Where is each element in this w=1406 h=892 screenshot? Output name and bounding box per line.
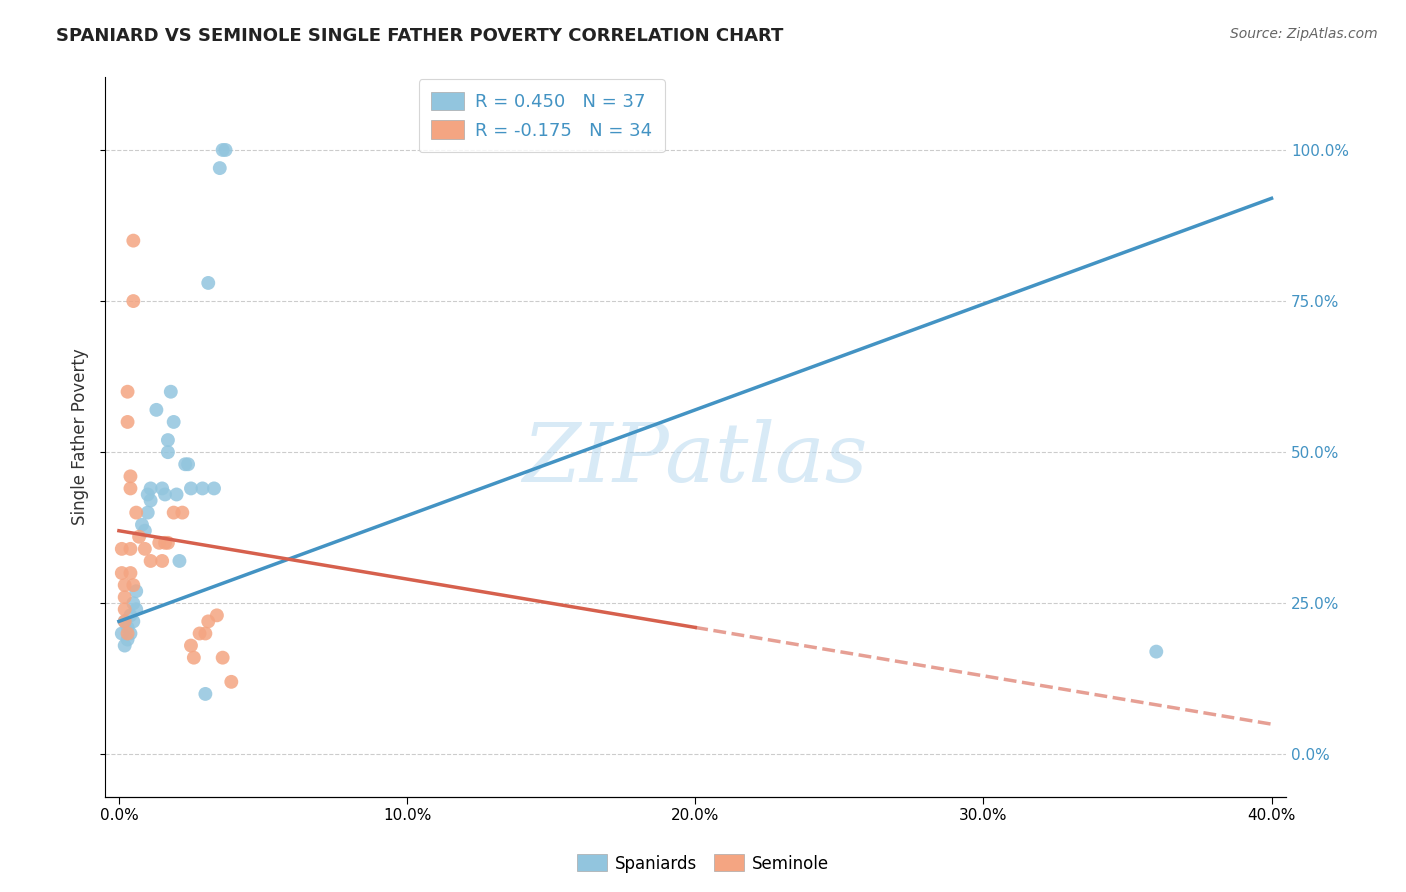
Point [122,578,145,592]
Point [156,536,179,550]
Point [153,487,176,501]
Point [156,433,179,447]
Point [211,143,233,157]
Point [183,650,205,665]
Point [114,615,136,629]
Point [180,639,202,653]
Point [156,445,179,459]
Point [139,482,162,496]
Point [136,487,159,501]
Point [139,493,162,508]
Point [114,639,136,653]
Point [122,615,145,629]
Point [111,541,134,556]
Point [120,566,142,580]
Point [114,615,136,629]
Point [117,632,139,647]
Point [128,530,150,544]
Point [221,674,243,689]
Point [122,596,145,610]
Point [194,626,217,640]
Point [180,482,202,496]
Point [150,482,173,496]
Point [114,602,136,616]
Point [134,524,156,538]
Point [197,615,219,629]
Point [208,161,231,175]
Y-axis label: Single Father Poverty: Single Father Poverty [72,349,89,525]
Point [159,384,181,399]
Legend: R = 0.450   N = 37, R = -0.175   N = 34: R = 0.450 N = 37, R = -0.175 N = 34 [419,79,665,153]
Point [148,536,170,550]
Point [163,506,186,520]
Point [117,626,139,640]
Point [166,487,188,501]
Point [125,584,148,599]
Point [177,457,200,471]
Point [125,506,148,520]
Point [163,415,186,429]
Point [169,554,191,568]
Point [117,620,139,634]
Point [188,626,211,640]
Point [197,276,219,290]
Point [211,650,233,665]
Point [117,384,139,399]
Point [174,457,197,471]
Point [150,554,173,568]
Point [120,626,142,640]
Point [153,536,176,550]
Point [122,294,145,309]
Point [194,687,217,701]
Point [120,469,142,483]
Point [145,402,167,417]
Point [117,415,139,429]
Point [1144,645,1167,659]
Point [114,578,136,592]
Point [125,602,148,616]
Point [120,482,142,496]
Point [131,517,153,532]
Text: ZIPatlas: ZIPatlas [523,418,868,499]
Point [120,608,142,623]
Point [120,541,142,556]
Text: SPANIARD VS SEMINOLE SINGLE FATHER POVERTY CORRELATION CHART: SPANIARD VS SEMINOLE SINGLE FATHER POVER… [56,27,783,45]
Point [122,234,145,248]
Point [202,482,225,496]
Point [114,591,136,605]
Point [214,143,236,157]
Point [139,554,162,568]
Point [172,506,194,520]
Point [136,506,159,520]
Point [111,626,134,640]
Legend: Spaniards, Seminole: Spaniards, Seminole [569,847,837,880]
Point [134,541,156,556]
Point [111,566,134,580]
Text: Source: ZipAtlas.com: Source: ZipAtlas.com [1230,27,1378,41]
Point [205,608,228,623]
Point [191,482,214,496]
